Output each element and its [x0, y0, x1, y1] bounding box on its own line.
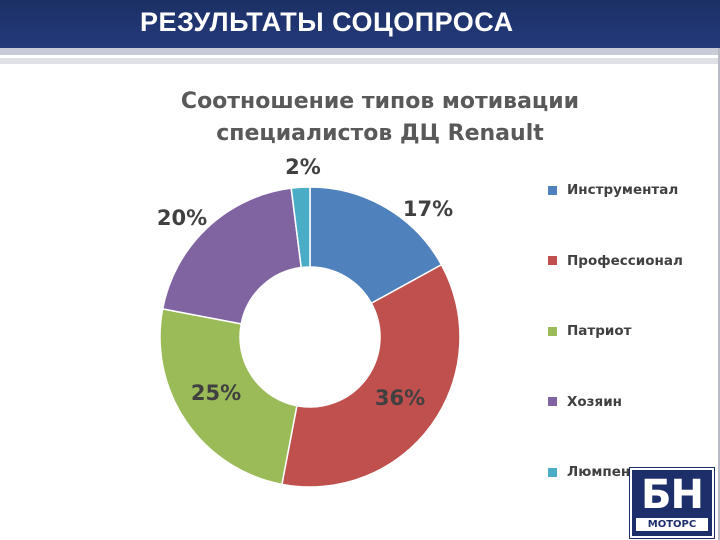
chart-title-line-1: Соотношение типов мотивации	[180, 89, 580, 114]
donut-slice-4	[161, 187, 303, 325]
data-label-1: 17%	[403, 197, 453, 221]
legend-item: Профессионал	[548, 250, 683, 272]
legend-swatch	[548, 326, 557, 336]
legend-item: Люмпен	[548, 461, 683, 483]
legend-swatch	[548, 397, 557, 406]
page-title: РЕЗУЛЬТАТЫ СОЦОПРОСА	[140, 7, 514, 37]
chart-legend: Инструментал Профессионал Патриот Хозяин Люм…	[548, 179, 683, 532]
legend-label: Патриот	[567, 323, 632, 339]
chart-title: Соотношение типов мотивации специалистов…	[160, 86, 600, 150]
data-label-5: 2%	[285, 155, 321, 179]
data-label-3: 25%	[191, 381, 241, 405]
legend-label: Профессионал	[567, 252, 683, 269]
legend-item: Инструментал	[548, 179, 683, 201]
legend-item: Хозяин	[548, 391, 683, 413]
donut-slice-5	[290, 186, 311, 269]
legend-item: Патриот	[548, 320, 683, 342]
legend-label: Люмпен	[567, 464, 631, 480]
legend-swatch	[548, 256, 557, 265]
legend-swatch	[548, 185, 557, 195]
donut-slice-3	[159, 308, 298, 486]
header-divider	[0, 48, 720, 55]
data-label-4: 20%	[157, 206, 207, 230]
legend-label: Инструментал	[567, 182, 679, 198]
logo-subtitle: МОТОРС	[636, 518, 708, 531]
donut-slice-1	[309, 186, 443, 305]
chart-title-line-2: специалистов ДЦ Renault	[216, 121, 544, 146]
header-divider-secondary	[0, 58, 720, 64]
header-bar: РЕЗУЛЬТАТЫ СОЦОПРОСА	[0, 0, 720, 48]
legend-swatch	[548, 467, 557, 477]
data-label-2: 36%	[375, 386, 425, 410]
donut-slice-2	[281, 263, 461, 488]
logo-mark: БН	[641, 472, 704, 518]
bn-motors-logo: БН МОТОРС	[630, 468, 714, 538]
legend-label: Хозяин	[567, 393, 622, 410]
right-border	[718, 48, 720, 540]
